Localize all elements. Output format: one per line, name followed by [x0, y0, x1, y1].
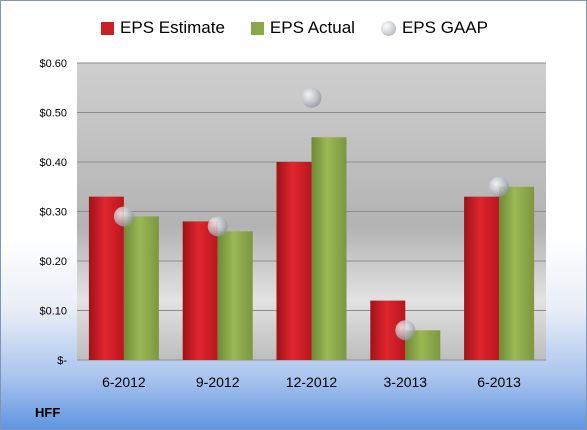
y-tick-label: $0.50 [39, 108, 67, 120]
legend-label-gaap: EPS GAAP [401, 18, 488, 37]
bar-eps-actual [499, 186, 535, 360]
y-tick-label: $0.20 [39, 256, 67, 268]
legend-label-estimate: EPS Estimate [120, 18, 225, 37]
x-tick-label: 12-2012 [286, 374, 338, 390]
y-tick-label: $0.60 [39, 58, 67, 70]
legend-swatch-gaap [380, 20, 396, 36]
company-label: HFF [35, 405, 61, 420]
y-tick-label: $0.30 [39, 207, 67, 219]
marker-eps-gaap [489, 176, 510, 197]
legend-label-actual: EPS Actual [269, 18, 355, 37]
marker-eps-gaap [395, 320, 416, 341]
legend-swatch-estimate [101, 21, 115, 35]
bar-eps-estimate [464, 196, 500, 360]
bar-eps-actual [311, 137, 347, 360]
bar-eps-actual [217, 231, 253, 360]
bar-eps-estimate [276, 162, 312, 360]
x-tick-label: 6-2012 [102, 374, 146, 390]
marker-eps-gaap [301, 87, 322, 108]
legend-item-estimate: EPS Estimate [101, 18, 225, 38]
legend-item-gaap: EPS GAAP [380, 18, 488, 38]
legend: EPS Estimate EPS Actual EPS GAAP [1, 18, 586, 38]
marker-eps-gaap [207, 216, 228, 237]
bar-eps-actual [123, 216, 159, 360]
x-tick-label: 6-2013 [477, 374, 521, 390]
bar-eps-estimate [182, 221, 218, 360]
x-tick-label: 3-2013 [384, 374, 428, 390]
marker-eps-gaap [113, 206, 134, 227]
y-tick-label: $0.10 [39, 306, 67, 318]
legend-item-actual: EPS Actual [250, 18, 355, 38]
x-tick-label: 9-2012 [196, 374, 240, 390]
legend-swatch-actual [250, 21, 264, 35]
y-tick-label: $0.40 [39, 157, 67, 169]
y-tick-label: $- [57, 355, 67, 367]
